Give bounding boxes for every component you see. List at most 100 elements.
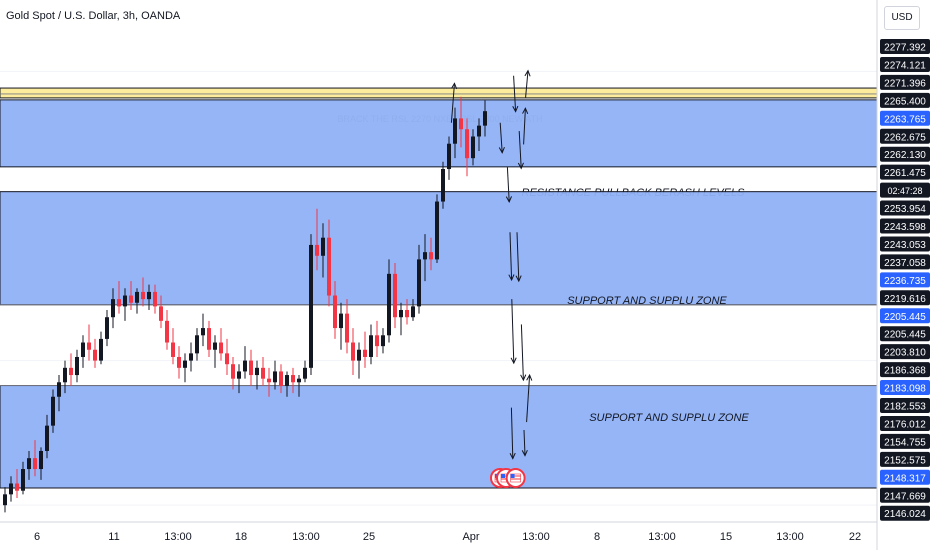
- candle: [429, 237, 433, 271]
- price-label: 2262.130: [880, 146, 930, 162]
- time-tick-label: 6: [34, 531, 40, 543]
- price-label-text: 2186.368: [884, 366, 926, 377]
- candle: [321, 223, 325, 278]
- candle: [417, 244, 421, 314]
- price-label-text: 2265.400: [884, 96, 926, 107]
- price-label-text: 2146.024: [884, 509, 926, 520]
- price-label-text: 2152.575: [884, 455, 926, 466]
- candle: [3, 487, 7, 513]
- candle: [15, 469, 19, 498]
- price-label: 2183.098: [880, 380, 930, 396]
- candle: [129, 281, 133, 310]
- candle: [375, 320, 379, 357]
- candle: [297, 375, 301, 397]
- zone-rect[interactable]: [0, 99, 878, 168]
- time-tick-label: 18: [235, 531, 247, 543]
- currency-button[interactable]: USD: [884, 6, 920, 30]
- candle: [405, 299, 409, 325]
- price-label-text: 2236.735: [884, 276, 926, 287]
- price-label-text: 2183.098: [884, 384, 926, 395]
- candle: [153, 284, 157, 314]
- price-label: 2205.445: [880, 326, 930, 342]
- zone-rect[interactable]: [0, 385, 878, 489]
- arrow-annotation[interactable]: [520, 324, 527, 382]
- candle: [105, 309, 109, 347]
- candle: [237, 364, 241, 394]
- time-axis[interactable]: 6 11 13:00 18 13:00 25 Apr 13:00 8 13:00 15 13:00 22: [0, 521, 877, 543]
- price-label: 2176.012: [880, 415, 930, 431]
- arrow-annotation[interactable]: [517, 131, 524, 170]
- candle: [249, 349, 253, 386]
- price-label: 2236.735: [880, 272, 930, 288]
- candle: [99, 331, 103, 365]
- time-tick-label: 15: [720, 531, 732, 543]
- price-label-text: 2261.475: [884, 168, 926, 179]
- price-label: 2147.669: [880, 487, 930, 503]
- candle: [207, 320, 211, 357]
- arrow-annotation[interactable]: [526, 373, 533, 423]
- time-tick-label: 25: [363, 531, 375, 543]
- candle: [315, 208, 319, 271]
- price-label-text: 02:47:28: [887, 186, 922, 196]
- candle: [75, 349, 79, 383]
- arrow-annotation[interactable]: [450, 82, 458, 123]
- arrow-annotation[interactable]: [522, 107, 529, 145]
- event-flags-layer: [490, 468, 526, 488]
- price-label: 2148.317: [880, 469, 930, 485]
- arrow-annotation[interactable]: [498, 122, 505, 154]
- arrow-annotation[interactable]: [509, 407, 516, 460]
- price-label: 02:47:28: [880, 182, 930, 198]
- price-label: 2274.121: [880, 56, 930, 72]
- candle: [141, 277, 145, 307]
- candle: [177, 346, 181, 379]
- arrow-annotation[interactable]: [510, 299, 517, 365]
- candle: [285, 371, 289, 397]
- zone-rect[interactable]: [0, 87, 878, 99]
- candle: [39, 447, 43, 480]
- candle: [453, 107, 457, 159]
- candle: [213, 335, 217, 368]
- zones-layer: BRACK THE RSL 2270 NXET RSL 2300 NEW ATH…: [0, 87, 878, 489]
- price-label-text: 2205.445: [884, 330, 926, 341]
- arrow-annotation[interactable]: [524, 69, 531, 98]
- price-label: 2243.598: [880, 218, 930, 234]
- price-label-text: 2243.053: [884, 240, 926, 251]
- candle: [357, 342, 361, 379]
- arrow-annotation[interactable]: [521, 429, 528, 457]
- candle: [165, 309, 169, 350]
- symbol-title: Gold Spot / U.S. Dollar, 3h, OANDA: [6, 10, 181, 22]
- candle: [255, 360, 259, 390]
- candle: [123, 288, 127, 321]
- candle: [27, 450, 31, 480]
- candle: [219, 328, 223, 361]
- price-label: 2253.954: [880, 200, 930, 216]
- candle: [171, 328, 175, 365]
- price-label-text: 2243.598: [884, 222, 926, 233]
- arrow-annotation[interactable]: [515, 232, 522, 283]
- candle: [381, 328, 385, 354]
- price-label-text: 2237.058: [884, 258, 926, 269]
- candle: [33, 440, 37, 477]
- candle: [93, 338, 97, 368]
- price-axis[interactable]: 2277.392 2274.121 2271.396 2265.400 2263.765…: [876, 0, 932, 550]
- candle: [441, 161, 445, 209]
- candle: [327, 219, 331, 307]
- price-label: 2154.755: [880, 433, 930, 449]
- price-label-text: 2154.755: [884, 437, 926, 448]
- arrow-annotation[interactable]: [512, 75, 519, 113]
- candle: [195, 328, 199, 361]
- price-label-text: 2271.396: [884, 78, 926, 89]
- arrow-annotation[interactable]: [505, 167, 512, 204]
- zone-label: SUPPORT AND SUPPLU ZONE: [567, 295, 727, 307]
- candle: [225, 338, 229, 376]
- arrow-annotation[interactable]: [508, 232, 515, 282]
- time-tick-label: 11: [108, 531, 119, 543]
- candle: [135, 288, 139, 314]
- price-label: 2219.616: [880, 290, 930, 306]
- time-tick-label: 8: [594, 531, 600, 543]
- price-label-text: 2274.121: [884, 60, 926, 71]
- us-flag-icon[interactable]: [505, 468, 526, 488]
- price-label-text: 2263.765: [884, 114, 926, 125]
- time-tick-label: Apr: [462, 531, 479, 543]
